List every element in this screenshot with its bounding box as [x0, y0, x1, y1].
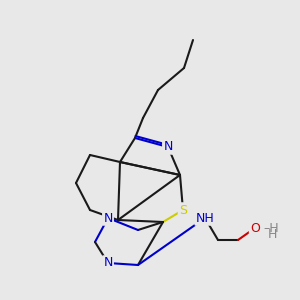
Text: O: O	[250, 221, 260, 235]
Text: N: N	[103, 256, 113, 269]
Text: H: H	[267, 229, 277, 242]
Text: N: N	[163, 140, 173, 154]
Text: –H: –H	[263, 221, 279, 235]
Text: N: N	[103, 212, 113, 224]
Text: S: S	[179, 203, 187, 217]
Text: NH: NH	[196, 212, 214, 224]
